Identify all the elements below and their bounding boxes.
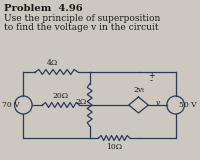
Text: 2vₜ: 2vₜ bbox=[133, 86, 144, 94]
Text: Problem  4.96: Problem 4.96 bbox=[4, 4, 83, 13]
Text: v: v bbox=[155, 99, 160, 107]
Text: -: - bbox=[150, 76, 153, 85]
Text: 70 V: 70 V bbox=[2, 101, 19, 109]
Text: +: + bbox=[148, 71, 154, 80]
Text: 10Ω: 10Ω bbox=[106, 143, 122, 151]
Text: 50 V: 50 V bbox=[179, 101, 197, 109]
Text: 2Ω: 2Ω bbox=[75, 98, 87, 106]
Text: Use the principle of superposition: Use the principle of superposition bbox=[4, 14, 160, 23]
Text: to find the voltage v in the circuit: to find the voltage v in the circuit bbox=[4, 23, 158, 32]
Text: 20Ω: 20Ω bbox=[53, 92, 69, 100]
Text: 4Ω: 4Ω bbox=[47, 59, 58, 67]
